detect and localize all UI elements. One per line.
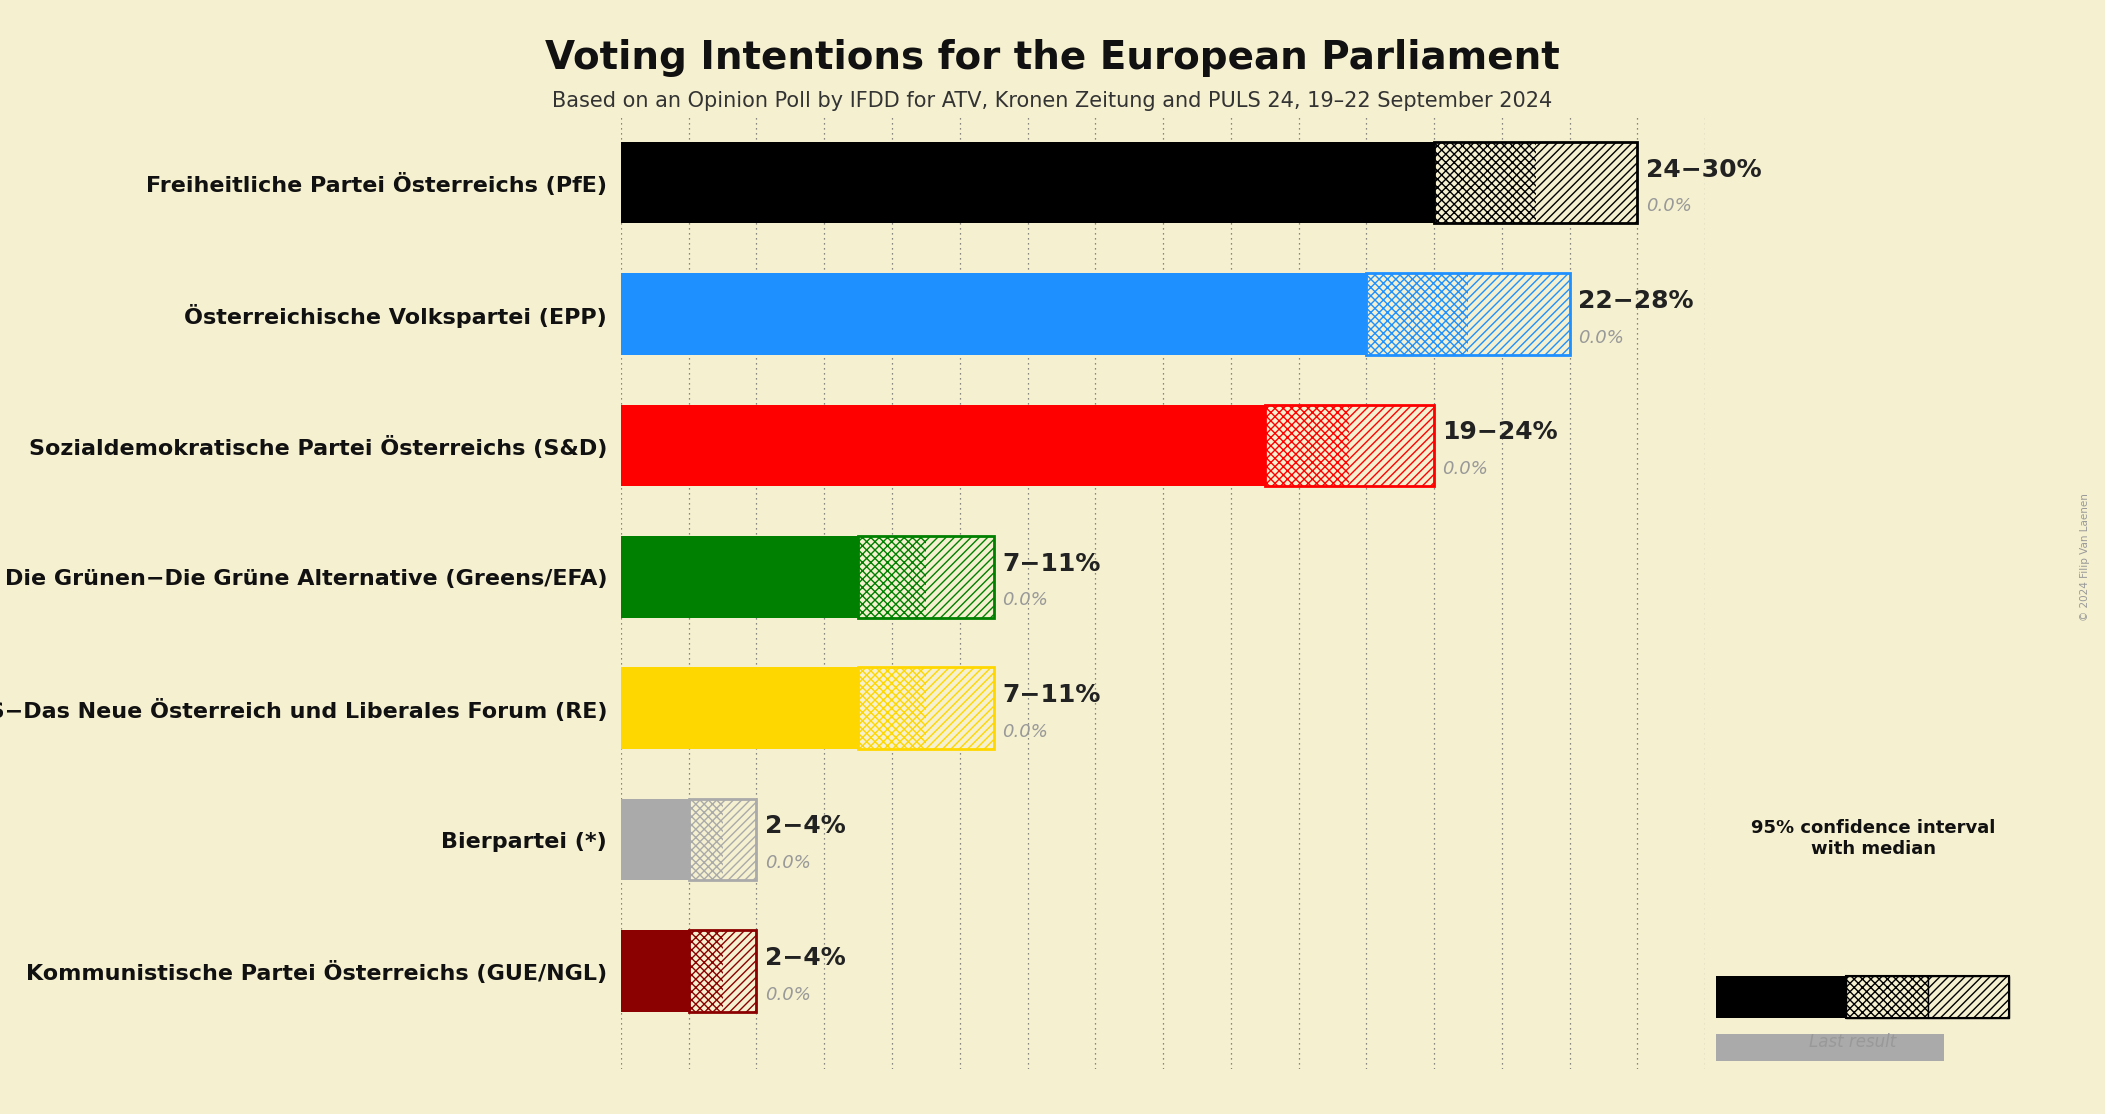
Text: © 2024 Filip Van Laenen: © 2024 Filip Van Laenen: [2080, 494, 2090, 620]
Bar: [1366, 273, 1570, 354]
Bar: [1928, 976, 2008, 1018]
Bar: [621, 141, 1434, 224]
Text: Based on an Opinion Poll by IFDD for ATV, Kronen Zeitung and PULS 24, 19–22 Sept: Based on an Opinion Poll by IFDD for ATV…: [552, 91, 1553, 111]
Bar: [1366, 273, 1467, 354]
Bar: [1434, 141, 1537, 224]
Text: 95% confidence interval
with median: 95% confidence interval with median: [1751, 819, 1996, 858]
Bar: [859, 667, 926, 749]
Bar: [1928, 976, 2008, 1018]
Bar: [1537, 141, 1638, 224]
Bar: [1716, 1034, 1945, 1061]
Bar: [1265, 404, 1349, 486]
Text: Voting Intentions for the European Parliament: Voting Intentions for the European Parli…: [545, 39, 1560, 77]
Bar: [1537, 141, 1638, 224]
Bar: [1846, 976, 1928, 1018]
Bar: [926, 536, 994, 617]
Bar: [688, 799, 722, 880]
Bar: [688, 799, 756, 880]
Bar: [621, 404, 1265, 486]
Bar: [1467, 273, 1570, 354]
Text: 19−24%: 19−24%: [1442, 420, 1558, 444]
Bar: [621, 536, 859, 617]
Bar: [926, 667, 994, 749]
Bar: [688, 799, 722, 880]
Text: 0.0%: 0.0%: [1002, 592, 1048, 609]
Bar: [1846, 976, 1928, 1018]
Text: 22−28%: 22−28%: [1579, 289, 1695, 313]
Bar: [926, 667, 994, 749]
Bar: [1434, 141, 1638, 224]
Text: 0.0%: 0.0%: [1002, 723, 1048, 741]
Bar: [859, 536, 994, 617]
Text: 2−4%: 2−4%: [764, 814, 846, 839]
Text: 2−4%: 2−4%: [764, 946, 846, 970]
Bar: [621, 799, 688, 880]
Bar: [722, 930, 756, 1012]
Bar: [621, 273, 1366, 354]
Bar: [926, 536, 994, 617]
Bar: [859, 667, 994, 749]
Text: 0.0%: 0.0%: [1646, 197, 1692, 215]
Text: 0.0%: 0.0%: [764, 854, 810, 872]
Bar: [621, 667, 859, 749]
Bar: [1366, 273, 1467, 354]
Bar: [1846, 976, 2008, 1018]
Bar: [1434, 141, 1537, 224]
Bar: [1349, 404, 1434, 486]
Bar: [688, 930, 756, 1012]
Text: 0.0%: 0.0%: [1579, 329, 1623, 346]
Bar: [1265, 404, 1349, 486]
Bar: [621, 930, 688, 1012]
Text: 7−11%: 7−11%: [1002, 551, 1101, 576]
Text: 24−30%: 24−30%: [1646, 157, 1762, 182]
Bar: [859, 536, 926, 617]
Bar: [1265, 404, 1434, 486]
Bar: [688, 930, 722, 1012]
Bar: [688, 930, 722, 1012]
Bar: [722, 799, 756, 880]
Text: 0.0%: 0.0%: [1442, 460, 1488, 478]
Text: 7−11%: 7−11%: [1002, 683, 1101, 707]
Text: 0.0%: 0.0%: [764, 986, 810, 1004]
Bar: [1349, 404, 1434, 486]
Bar: [1716, 976, 1846, 1018]
Text: Last result: Last result: [1808, 1033, 1897, 1051]
Bar: [722, 799, 756, 880]
Bar: [1467, 273, 1570, 354]
Bar: [859, 536, 926, 617]
Bar: [722, 930, 756, 1012]
Bar: [859, 667, 926, 749]
